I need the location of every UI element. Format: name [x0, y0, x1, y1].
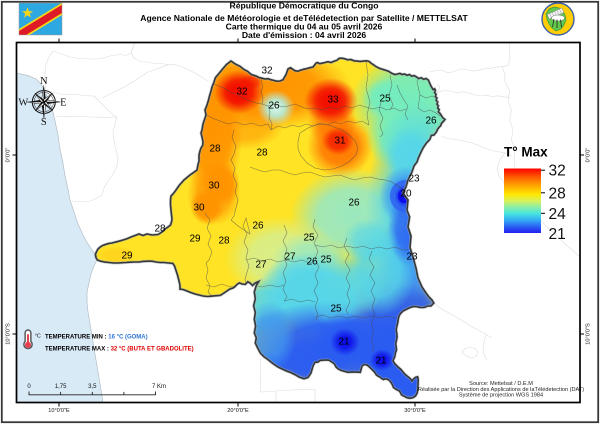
- svg-text:33: 33: [327, 95, 339, 106]
- svg-text:E: E: [60, 98, 66, 109]
- svg-text:28: 28: [218, 236, 230, 247]
- svg-text:10°0'0"E: 10°0'0"E: [48, 408, 70, 414]
- svg-text:Date d'émission : 04 avril 202: Date d'émission : 04 avril 2026: [242, 30, 367, 40]
- svg-text:TEMPERATURE MIN : 16 °C (GOMA): TEMPERATURE MIN : 16 °C (GOMA): [45, 335, 148, 341]
- svg-text:S: S: [41, 117, 47, 128]
- svg-text:30: 30: [193, 203, 205, 214]
- svg-text:25: 25: [303, 233, 315, 244]
- svg-text:32: 32: [261, 66, 273, 77]
- svg-text:32: 32: [549, 163, 566, 180]
- svg-text:TEMPERATURE MAX : 32 °C (BUTA: TEMPERATURE MAX : 32 °C (BUTA ET GBADOLI…: [45, 347, 194, 353]
- svg-text:T° Max: T° Max: [504, 145, 548, 160]
- svg-text:Agence Nationale de Météorolog: Agence Nationale de Météorologie et deTé…: [140, 13, 468, 23]
- svg-text:3,5: 3,5: [88, 384, 97, 390]
- svg-text:21: 21: [338, 337, 350, 348]
- svg-text:21: 21: [549, 226, 566, 243]
- svg-text:28: 28: [256, 148, 268, 159]
- svg-text:26: 26: [252, 221, 264, 232]
- svg-text:23: 23: [408, 174, 420, 185]
- svg-text:7 Km: 7 Km: [152, 384, 166, 390]
- svg-text:30: 30: [208, 181, 220, 192]
- svg-text:24: 24: [549, 206, 567, 223]
- svg-text:30°0'0"E: 30°0'0"E: [404, 408, 426, 414]
- svg-text:27: 27: [284, 252, 296, 263]
- svg-text:31: 31: [334, 136, 346, 147]
- svg-text:25: 25: [379, 94, 391, 105]
- svg-text:29: 29: [189, 234, 201, 245]
- svg-text:20: 20: [400, 189, 412, 200]
- svg-text:26: 26: [268, 101, 280, 112]
- svg-text:28: 28: [549, 185, 566, 202]
- svg-text:26: 26: [425, 116, 437, 127]
- svg-text:Source: Mettelsat / D.E.M: Source: Mettelsat / D.E.M: [469, 381, 533, 387]
- svg-text:Réalisée par la Direction des: Réalisée par la Direction des Applicatio…: [418, 387, 584, 393]
- svg-text:21: 21: [375, 356, 387, 367]
- svg-text:10°0'0"S: 10°0'0"S: [586, 323, 592, 345]
- svg-text:10°0'0"S: 10°0'0"S: [6, 323, 12, 345]
- svg-text:0°0'0": 0°0'0": [6, 148, 12, 163]
- svg-text:28: 28: [209, 144, 221, 155]
- svg-text:28: 28: [154, 224, 166, 235]
- svg-text:29: 29: [121, 251, 133, 262]
- svg-text:Système de projection WGS 1984: Système de projection WGS 1984: [459, 393, 543, 399]
- svg-text:25: 25: [320, 255, 332, 266]
- svg-text:26: 26: [348, 198, 360, 209]
- svg-text:N: N: [40, 76, 48, 87]
- svg-text:23: 23: [406, 252, 418, 263]
- svg-text:20°0'0"E: 20°0'0"E: [227, 408, 249, 414]
- svg-text:0: 0: [27, 384, 31, 390]
- svg-text:26: 26: [306, 257, 318, 268]
- svg-text:27: 27: [255, 260, 267, 271]
- svg-text:°C: °C: [35, 333, 41, 339]
- svg-text:1,75: 1,75: [55, 384, 67, 390]
- svg-text:République Démocratique du Con: République Démocratique du Congo: [230, 1, 379, 11]
- svg-text:25: 25: [330, 304, 342, 315]
- svg-text:Carte thermique du 04 au 05 av: Carte thermique du 04 au 05 avril 2026: [226, 22, 383, 32]
- svg-text:32: 32: [236, 87, 248, 98]
- svg-text:W: W: [18, 98, 28, 109]
- svg-text:0°0'0": 0°0'0": [586, 148, 592, 163]
